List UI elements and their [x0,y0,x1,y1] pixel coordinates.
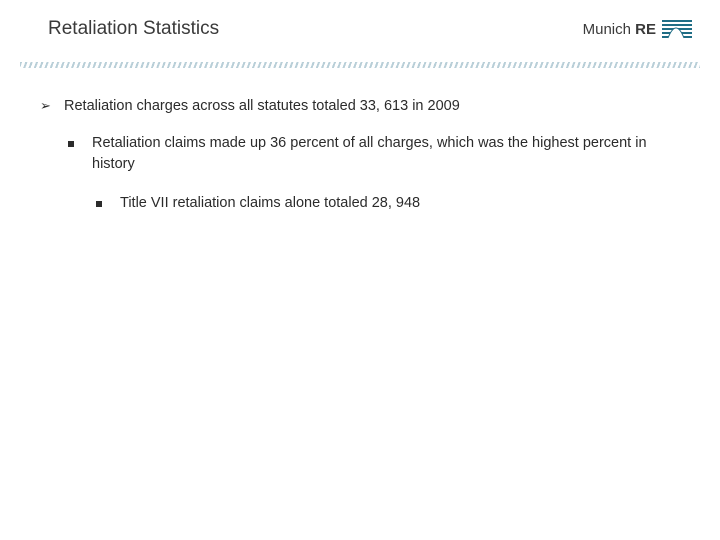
slide-header: Retaliation Statistics Munich RE [0,0,720,40]
bullet-level-1: ➢ Retaliation charges across all statute… [40,96,680,117]
bullet-level-3: Title VII retaliation claims alone total… [96,193,680,214]
bullet-text: Retaliation claims made up 36 percent of… [92,133,680,175]
slide-title: Retaliation Statistics [48,18,219,40]
bullet-text: Retaliation charges across all statutes … [64,96,680,117]
arrow-bullet-icon: ➢ [40,96,54,117]
slide-body: ➢ Retaliation charges across all statute… [0,68,720,214]
square-bullet-icon [96,193,110,214]
square-bullet-icon [68,133,82,175]
brand-mark-icon [662,18,692,40]
bullet-text: Title VII retaliation claims alone total… [120,193,680,214]
bullet-level-2: Retaliation claims made up 36 percent of… [68,133,680,175]
brand-suffix: RE [635,21,656,38]
brand-logo-text: Munich RE [583,21,656,38]
brand-logo: Munich RE [583,18,692,40]
brand-name: Munich [583,21,631,38]
